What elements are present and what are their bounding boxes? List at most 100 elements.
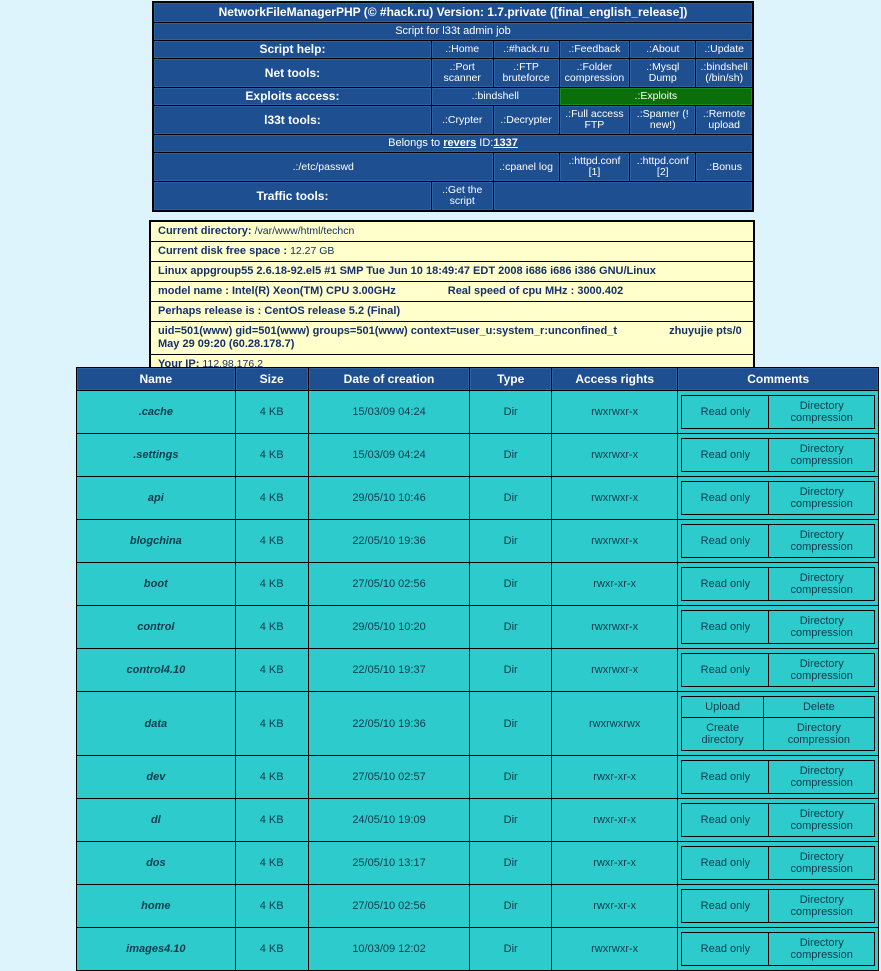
- nav-button-ftp-bruteforce[interactable]: .:FTP bruteforce: [493, 59, 559, 87]
- column-header-type[interactable]: Type: [470, 368, 551, 390]
- file-actions-table: Read only Directory compression: [681, 932, 875, 966]
- file-name-link[interactable]: blogchina: [77, 520, 235, 562]
- file-size: 4 KB: [235, 799, 308, 841]
- file-type: Dir: [470, 563, 551, 605]
- nav-button-spamer[interactable]: .:Spamer (! new!): [630, 106, 696, 134]
- info-release: Perhaps release is : CentOS release 5.2 …: [151, 302, 753, 321]
- top-nav-panel: NetworkFileManagerPHP (© #hack.ru) Versi…: [152, 1, 754, 212]
- column-header-access-rights[interactable]: Access rights: [551, 368, 678, 390]
- action-delete-button[interactable]: Delete: [763, 697, 874, 717]
- file-actions-cell: Upload Delete Create directory Directory co…: [678, 692, 878, 755]
- action-read-only-label[interactable]: Read only: [682, 890, 769, 922]
- action-read-only-label[interactable]: Read only: [682, 761, 769, 793]
- action-create-directory-button[interactable]: Create directory: [682, 718, 763, 750]
- column-header-size[interactable]: Size: [235, 368, 308, 390]
- action-read-only-label[interactable]: Read only: [682, 439, 769, 471]
- nav-row-exploits-access: Exploits access: .:bindshell .:Exploits: [154, 88, 752, 105]
- action-directory-compression-button[interactable]: Directory compression: [769, 761, 874, 793]
- action-directory-compression-button[interactable]: Directory compression: [769, 525, 874, 557]
- info-row-cpu: model name : Intel(R) Xeon(TM) CPU 3.00G…: [151, 282, 753, 301]
- action-upload-button[interactable]: Upload: [682, 697, 763, 717]
- file-date: 15/03/09 04:24: [308, 391, 470, 433]
- nav-button-feedback[interactable]: .:Feedback: [559, 41, 630, 58]
- nav-button-remote-upload[interactable]: .:Remote upload: [696, 106, 752, 134]
- file-name-link[interactable]: api: [77, 477, 235, 519]
- file-name-link[interactable]: .cache: [77, 391, 235, 433]
- action-read-only-label[interactable]: Read only: [682, 525, 769, 557]
- action-read-only-label[interactable]: Read only: [682, 396, 769, 428]
- belongs-user-link[interactable]: revers: [443, 137, 477, 149]
- nav-button-httpd-conf-2[interactable]: .:httpd.conf [2]: [630, 153, 696, 181]
- file-name-link[interactable]: control: [77, 606, 235, 648]
- file-actions-table: Read only Directory compression: [681, 481, 875, 515]
- file-name-link[interactable]: .settings: [77, 434, 235, 476]
- file-actions-table: Read only Directory compression: [681, 567, 875, 601]
- action-directory-compression-button[interactable]: Directory compression: [763, 718, 874, 750]
- action-directory-compression-button[interactable]: Directory compression: [769, 396, 874, 428]
- file-type: Dir: [470, 692, 551, 755]
- nav-button-folder-compression[interactable]: .:Folder compression: [559, 59, 630, 87]
- action-directory-compression-button[interactable]: Directory compression: [769, 890, 874, 922]
- nav-button-hackru[interactable]: .:#hack.ru: [493, 41, 559, 58]
- file-actions-table: Read only Directory compression: [681, 760, 875, 794]
- file-name-link[interactable]: control4.10: [77, 649, 235, 691]
- file-date: 15/03/09 04:24: [308, 434, 470, 476]
- nav-button-decrypter[interactable]: .:Decrypter: [493, 106, 559, 134]
- nav-button-port-scanner[interactable]: .:Port scanner: [431, 59, 493, 87]
- nav-button-home[interactable]: .:Home: [431, 41, 493, 58]
- action-directory-compression-button[interactable]: Directory compression: [769, 482, 874, 514]
- action-directory-compression-button[interactable]: Directory compression: [769, 933, 874, 965]
- action-read-only-label[interactable]: Read only: [682, 933, 769, 965]
- action-directory-compression-button[interactable]: Directory compression: [769, 804, 874, 836]
- action-read-only-label[interactable]: Read only: [682, 568, 769, 600]
- file-type: Dir: [470, 799, 551, 841]
- file-actions-row: Read only Directory compression: [682, 568, 874, 600]
- action-read-only-label[interactable]: Read only: [682, 804, 769, 836]
- belongs-id-link[interactable]: 1337: [493, 137, 518, 149]
- column-header-name[interactable]: Name: [77, 368, 235, 390]
- file-size: 4 KB: [235, 477, 308, 519]
- nav-button-bindshell[interactable]: .:bindshell: [431, 88, 559, 105]
- belongs-prefix: Belongs to: [388, 137, 444, 149]
- nav-title-row: NetworkFileManagerPHP (© #hack.ru) Versi…: [154, 3, 752, 22]
- nav-button-exploits[interactable]: .:Exploits: [559, 88, 752, 105]
- nav-button-bindshell-binsh[interactable]: .:bindshell (/bin/sh): [696, 59, 752, 87]
- action-read-only-label[interactable]: Read only: [682, 611, 769, 643]
- action-read-only-label[interactable]: Read only: [682, 654, 769, 686]
- file-name-link[interactable]: dos: [77, 842, 235, 884]
- nav-button-get-the-script[interactable]: .:Get the script: [431, 182, 493, 210]
- file-actions-row: Read only Directory compression: [682, 890, 874, 922]
- action-directory-compression-button[interactable]: Directory compression: [769, 611, 874, 643]
- file-name-link[interactable]: data: [77, 692, 235, 755]
- nav-button-httpd-conf-1[interactable]: .:httpd.conf [1]: [559, 153, 630, 181]
- action-read-only-label[interactable]: Read only: [682, 482, 769, 514]
- file-actions-table: Read only Directory compression: [681, 653, 875, 687]
- table-row: data 4 KB 22/05/10 19:36 Dir rwxrwxrwx Upload…: [77, 692, 878, 755]
- file-actions-cell: Read only Directory compression: [678, 434, 878, 476]
- file-name-link[interactable]: boot: [77, 563, 235, 605]
- nav-button-etc-passwd[interactable]: .:/etc/passwd: [154, 153, 493, 181]
- nav-label-net-tools: Net tools:: [154, 59, 431, 87]
- file-name-link[interactable]: home: [77, 885, 235, 927]
- nav-button-about[interactable]: .:About: [630, 41, 696, 58]
- info-current-directory-value: /var/www/html/techcn: [254, 225, 355, 237]
- column-header-date[interactable]: Date of creation: [308, 368, 470, 390]
- action-directory-compression-button[interactable]: Directory compression: [769, 568, 874, 600]
- nav-button-crypter[interactable]: .:Crypter: [431, 106, 493, 134]
- file-access-rights: rwxr-xr-x: [551, 756, 678, 798]
- nav-button-full-access-ftp[interactable]: .:Full access FTP: [559, 106, 630, 134]
- file-access-rights: rwxrwxrwx: [551, 692, 678, 755]
- nav-button-mysql-dump[interactable]: .:Mysql Dump: [630, 59, 696, 87]
- action-directory-compression-button[interactable]: Directory compression: [769, 439, 874, 471]
- action-directory-compression-button[interactable]: Directory compression: [769, 654, 874, 686]
- app-title-text: NetworkFileManagerPHP (© #hack.ru) Versi…: [218, 5, 488, 19]
- file-name-link[interactable]: dl: [77, 799, 235, 841]
- nav-button-cpanel-log[interactable]: .:cpanel log: [493, 153, 559, 181]
- nav-button-update[interactable]: .:Update: [696, 41, 752, 58]
- action-directory-compression-button[interactable]: Directory compression: [769, 847, 874, 879]
- file-name-link[interactable]: images4.10: [77, 928, 235, 970]
- nav-button-bonus[interactable]: .:Bonus: [696, 153, 752, 181]
- action-read-only-label[interactable]: Read only: [682, 847, 769, 879]
- file-name-link[interactable]: dev: [77, 756, 235, 798]
- nav-label-exploits-access: Exploits access:: [154, 88, 431, 105]
